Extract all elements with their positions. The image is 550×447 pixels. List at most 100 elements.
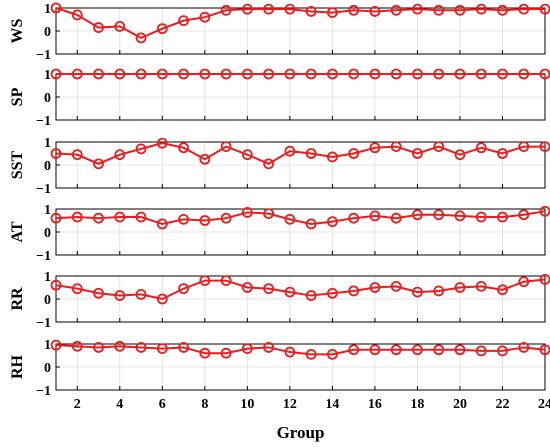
data-point <box>199 153 211 165</box>
data-point <box>390 344 402 356</box>
data-point <box>348 148 360 159</box>
y-axis-label-sst: SST <box>9 150 26 179</box>
y-tick-label: −1 <box>36 384 51 399</box>
data-point <box>475 345 487 357</box>
data-point <box>412 344 423 356</box>
x-tick-label: 4 <box>116 397 123 412</box>
data-point <box>114 149 126 161</box>
data-point <box>454 344 466 356</box>
data-point <box>433 141 445 153</box>
data-point <box>475 142 487 154</box>
x-tick-label: 20 <box>453 397 467 412</box>
data-point <box>433 285 445 297</box>
data-point <box>518 209 530 221</box>
data-point <box>326 287 338 299</box>
data-point <box>135 143 147 155</box>
data-point <box>284 213 296 225</box>
data-point <box>199 275 211 287</box>
data-point <box>369 210 381 222</box>
y-axis-label-rr: RR <box>9 287 26 311</box>
y-tick-label: −1 <box>36 48 51 63</box>
data-point <box>348 4 360 16</box>
data-point <box>71 149 83 161</box>
data-point <box>263 342 275 353</box>
data-point <box>369 68 381 80</box>
data-point <box>241 3 253 15</box>
data-point <box>475 68 487 80</box>
data-point <box>348 285 360 297</box>
y-tick-label: −1 <box>36 114 51 129</box>
panel-at: −1 0 1 AT <box>9 203 550 264</box>
data-point <box>114 211 126 223</box>
data-point <box>305 218 317 230</box>
data-point <box>156 343 168 355</box>
data-point <box>369 344 381 356</box>
y-tick-label: 0 <box>44 293 51 308</box>
x-tick-label: 18 <box>410 397 424 412</box>
y-tick-label: 0 <box>44 91 51 106</box>
data-point <box>518 141 530 153</box>
data-point <box>369 6 381 17</box>
data-point <box>284 286 296 298</box>
data-point <box>518 3 530 15</box>
y-tick-label: −1 <box>36 249 51 264</box>
data-point <box>412 68 423 80</box>
data-point <box>156 137 168 149</box>
data-point <box>305 68 317 80</box>
series-line-rr <box>55 278 546 301</box>
data-point <box>71 68 83 80</box>
data-point <box>241 149 253 161</box>
data-point <box>390 4 402 16</box>
data-point <box>412 286 423 298</box>
data-point <box>348 212 360 224</box>
data-point <box>241 343 253 355</box>
data-point <box>263 283 275 295</box>
data-point <box>433 344 445 356</box>
data-point <box>412 3 423 15</box>
data-point <box>135 342 147 353</box>
data-point <box>93 158 104 170</box>
x-tick-label: 22 <box>495 397 509 412</box>
data-point <box>454 282 466 293</box>
y-tick-label: 1 <box>44 68 51 83</box>
series-line-rh <box>55 344 546 356</box>
data-point <box>454 4 466 16</box>
data-point <box>135 288 147 300</box>
data-point <box>135 211 147 223</box>
data-point <box>284 346 296 358</box>
data-point <box>199 215 211 226</box>
data-point <box>369 282 381 293</box>
data-point <box>71 283 83 295</box>
data-point <box>93 342 104 353</box>
data-point <box>71 9 83 21</box>
data-point <box>263 208 275 220</box>
data-point <box>326 68 338 80</box>
data-point <box>326 7 338 18</box>
data-point <box>305 148 317 159</box>
data-point <box>199 11 211 23</box>
data-point <box>497 68 508 80</box>
data-point <box>305 290 317 301</box>
x-tick-label: 2 <box>74 397 81 412</box>
data-point <box>475 211 487 223</box>
panel-ws: −1 0 1 WS <box>9 2 550 63</box>
data-point <box>326 216 338 228</box>
y-tick-label: −1 <box>36 182 51 197</box>
y-tick-label: 1 <box>44 203 51 218</box>
data-point <box>241 68 253 80</box>
y-axis-label-rh: RH <box>9 354 26 379</box>
x-tick-label: 12 <box>283 397 297 412</box>
data-point <box>412 209 423 221</box>
x-tick-label: 24 <box>538 397 550 412</box>
y-tick-label: 1 <box>44 136 51 151</box>
data-point <box>93 287 104 299</box>
data-point <box>50 212 62 224</box>
data-point <box>93 68 104 80</box>
data-point <box>284 145 296 157</box>
data-point <box>518 342 530 353</box>
panel-sst: −1 0 1 SST <box>9 136 550 197</box>
data-point <box>178 68 189 80</box>
data-point <box>390 280 402 292</box>
data-point <box>220 275 232 287</box>
